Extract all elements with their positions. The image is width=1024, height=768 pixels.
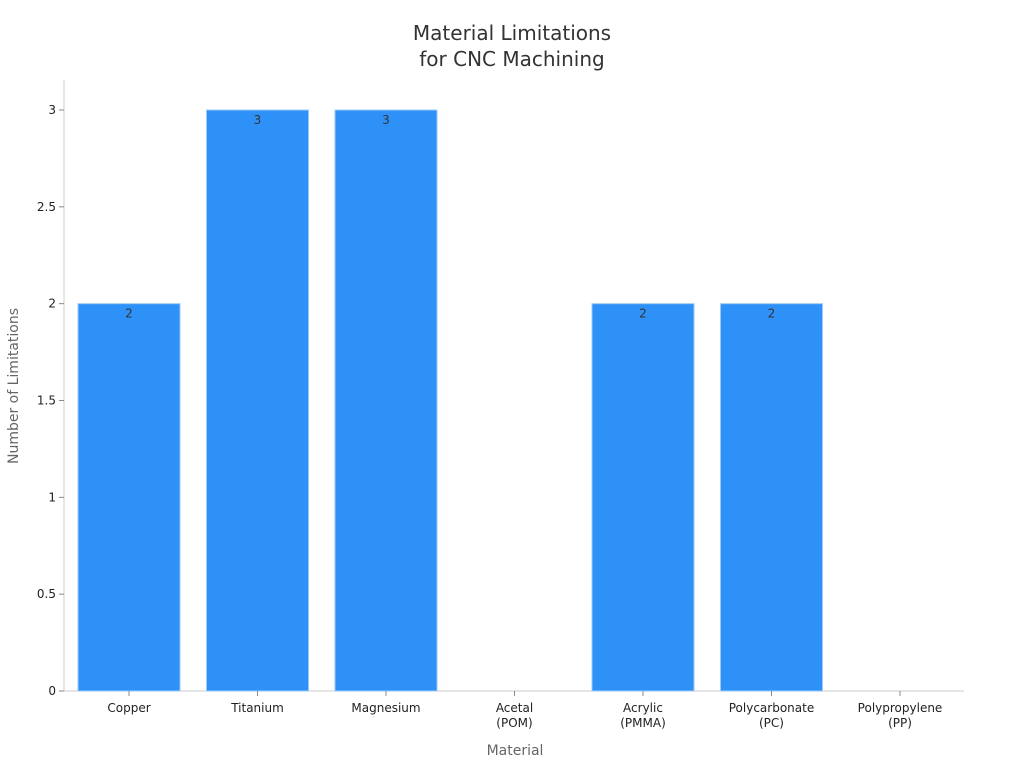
axes bbox=[63, 80, 964, 692]
bar bbox=[720, 303, 823, 692]
y-tick-label: 3 bbox=[48, 103, 56, 117]
x-axis: Copper Titanium Magnesium Acetal(POM) Acryli… bbox=[107, 691, 942, 730]
y-tick-label: 2 bbox=[48, 297, 56, 311]
bar-value-label: 2 bbox=[639, 307, 647, 321]
y-tick-label: 0 bbox=[48, 684, 56, 698]
x-tick-label: (PP) bbox=[888, 716, 912, 730]
bar-value-label: 3 bbox=[382, 113, 390, 127]
x-tick-label: (POM) bbox=[496, 716, 532, 730]
y-axis-title: Number of Limitations bbox=[6, 308, 22, 464]
bar bbox=[206, 109, 309, 692]
chart-title-line-2: for CNC Machining bbox=[419, 47, 605, 71]
x-tick-label: Acrylic bbox=[623, 701, 663, 715]
chart-title-line-1: Material Limitations bbox=[412, 21, 612, 45]
x-tick-label: Acetal bbox=[496, 701, 533, 715]
y-tick-label: 0.5 bbox=[37, 587, 56, 601]
x-tick-label: Titanium bbox=[230, 701, 284, 715]
x-tick-label: Copper bbox=[107, 701, 150, 715]
bar-value-label: 2 bbox=[768, 307, 776, 321]
bar bbox=[591, 303, 695, 692]
y-tick-label: 1.5 bbox=[37, 394, 56, 408]
x-tick-label: Polycarbonate bbox=[729, 701, 814, 715]
x-axis-title: Material bbox=[487, 743, 544, 759]
bar bbox=[77, 303, 181, 692]
bars: 2 3 3 2 2 bbox=[77, 109, 823, 692]
y-tick-label: 2.5 bbox=[37, 200, 56, 214]
x-tick-label: (PMMA) bbox=[620, 716, 666, 730]
bar bbox=[334, 109, 438, 692]
y-tick-label: 1 bbox=[48, 490, 56, 504]
x-tick-label: Magnesium bbox=[351, 701, 420, 715]
x-tick-label: (PC) bbox=[759, 716, 784, 730]
y-axis: 0 0.5 1 1.5 2 2.5 3 bbox=[37, 103, 64, 698]
x-tick-label: Polypropylene bbox=[858, 701, 943, 715]
bar-value-label: 2 bbox=[125, 307, 133, 321]
bar-value-label: 3 bbox=[254, 113, 262, 127]
chart-title: Material Limitations for CNC Machining bbox=[0, 20, 1024, 72]
